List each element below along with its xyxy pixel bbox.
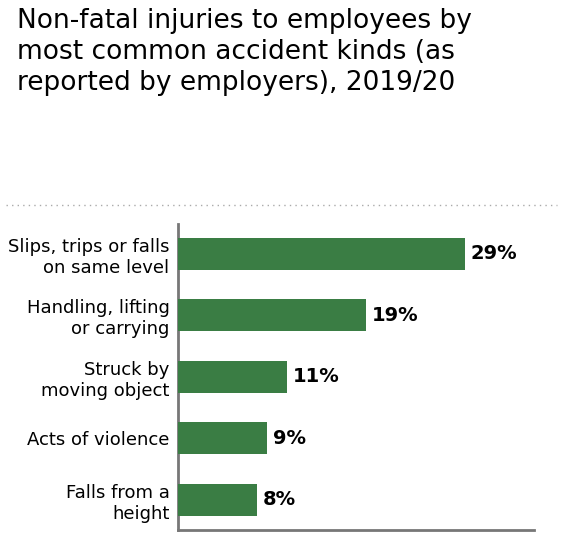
Bar bbox=[178, 422, 267, 454]
Text: 11%: 11% bbox=[293, 367, 339, 386]
Bar bbox=[178, 361, 286, 393]
Bar bbox=[178, 484, 257, 516]
Text: 19%: 19% bbox=[372, 306, 418, 325]
Text: Non-fatal injuries to employees by
most common accident kinds (as
reported by em: Non-fatal injuries to employees by most … bbox=[17, 8, 472, 96]
Bar bbox=[178, 299, 366, 331]
Text: 8%: 8% bbox=[263, 490, 296, 509]
Text: 9%: 9% bbox=[273, 429, 306, 448]
Text: 29%: 29% bbox=[471, 244, 517, 263]
Bar bbox=[178, 238, 464, 270]
